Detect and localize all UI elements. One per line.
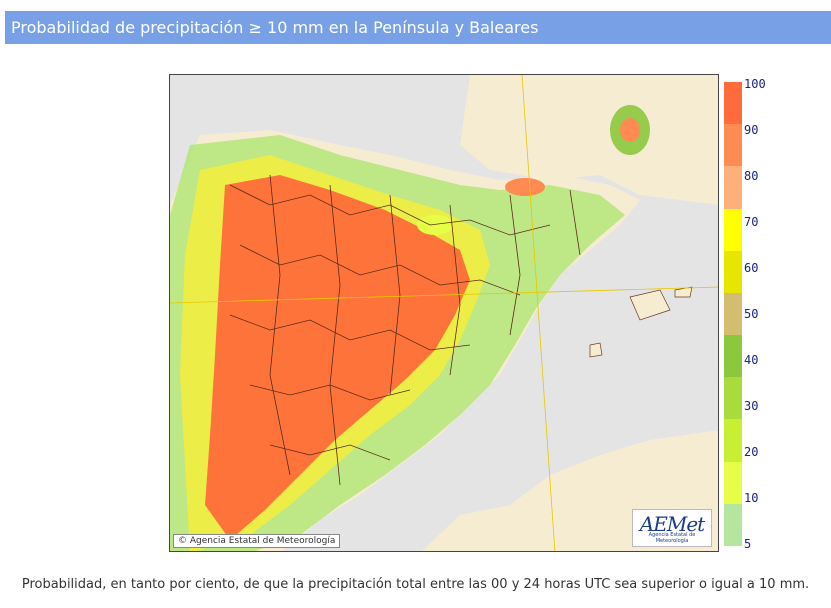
- legend-label: 70: [744, 215, 759, 229]
- legend-swatch: [724, 82, 742, 125]
- hotspot-center: [417, 215, 453, 235]
- legend-label: 10: [744, 491, 759, 505]
- legend-label: 5: [744, 537, 752, 551]
- mallorca: [629, 289, 671, 321]
- logo-wordmark: AEMet: [639, 512, 705, 536]
- precipitation-map: © Agencia Estatal de Meteorología AEMet …: [169, 74, 719, 552]
- legend-swatch: [724, 166, 742, 210]
- latitude-line: [170, 286, 718, 304]
- legend-label: 40: [744, 353, 759, 367]
- legend-swatch: [724, 208, 742, 252]
- legend-swatch: [724, 292, 742, 336]
- legend-swatch: [724, 124, 742, 167]
- legend-swatch: [724, 503, 742, 547]
- ibiza: [589, 342, 603, 358]
- legend-swatch: [724, 461, 742, 505]
- legend-swatch: [724, 250, 742, 294]
- longitude-line: [521, 75, 556, 551]
- aemet-logo: AEMet Agencia Estatal de Meteorología: [632, 509, 712, 547]
- page-title: Probabilidad de precipitación ≥ 10 mm en…: [5, 11, 831, 44]
- legend-swatch: [724, 335, 742, 378]
- copyright-text: Agencia Estatal de Meteorología: [189, 536, 336, 546]
- hotspot-alps-core: [620, 118, 640, 142]
- map-caption: Probabilidad, en tanto por ciento, de qu…: [21, 577, 810, 592]
- logo-subtitle: Agencia Estatal de Meteorología: [648, 532, 696, 544]
- legend-label: 90: [744, 123, 759, 137]
- legend-swatch: [724, 377, 742, 420]
- legend-label: 60: [744, 261, 759, 275]
- legend-label: 100: [744, 77, 766, 91]
- legend-label: 30: [744, 399, 759, 413]
- legend-label: 50: [744, 307, 759, 321]
- legend-label: 80: [744, 169, 759, 183]
- prob-band-high: [205, 175, 470, 540]
- copyright-notice: © Agencia Estatal de Meteorología: [173, 534, 341, 548]
- hotspot-ebro: [505, 178, 545, 196]
- legend-swatch: [724, 419, 742, 463]
- province-borders: [229, 174, 581, 486]
- map-canvas: [170, 75, 718, 551]
- legend-label: 20: [744, 445, 759, 459]
- probability-legend: [724, 82, 742, 547]
